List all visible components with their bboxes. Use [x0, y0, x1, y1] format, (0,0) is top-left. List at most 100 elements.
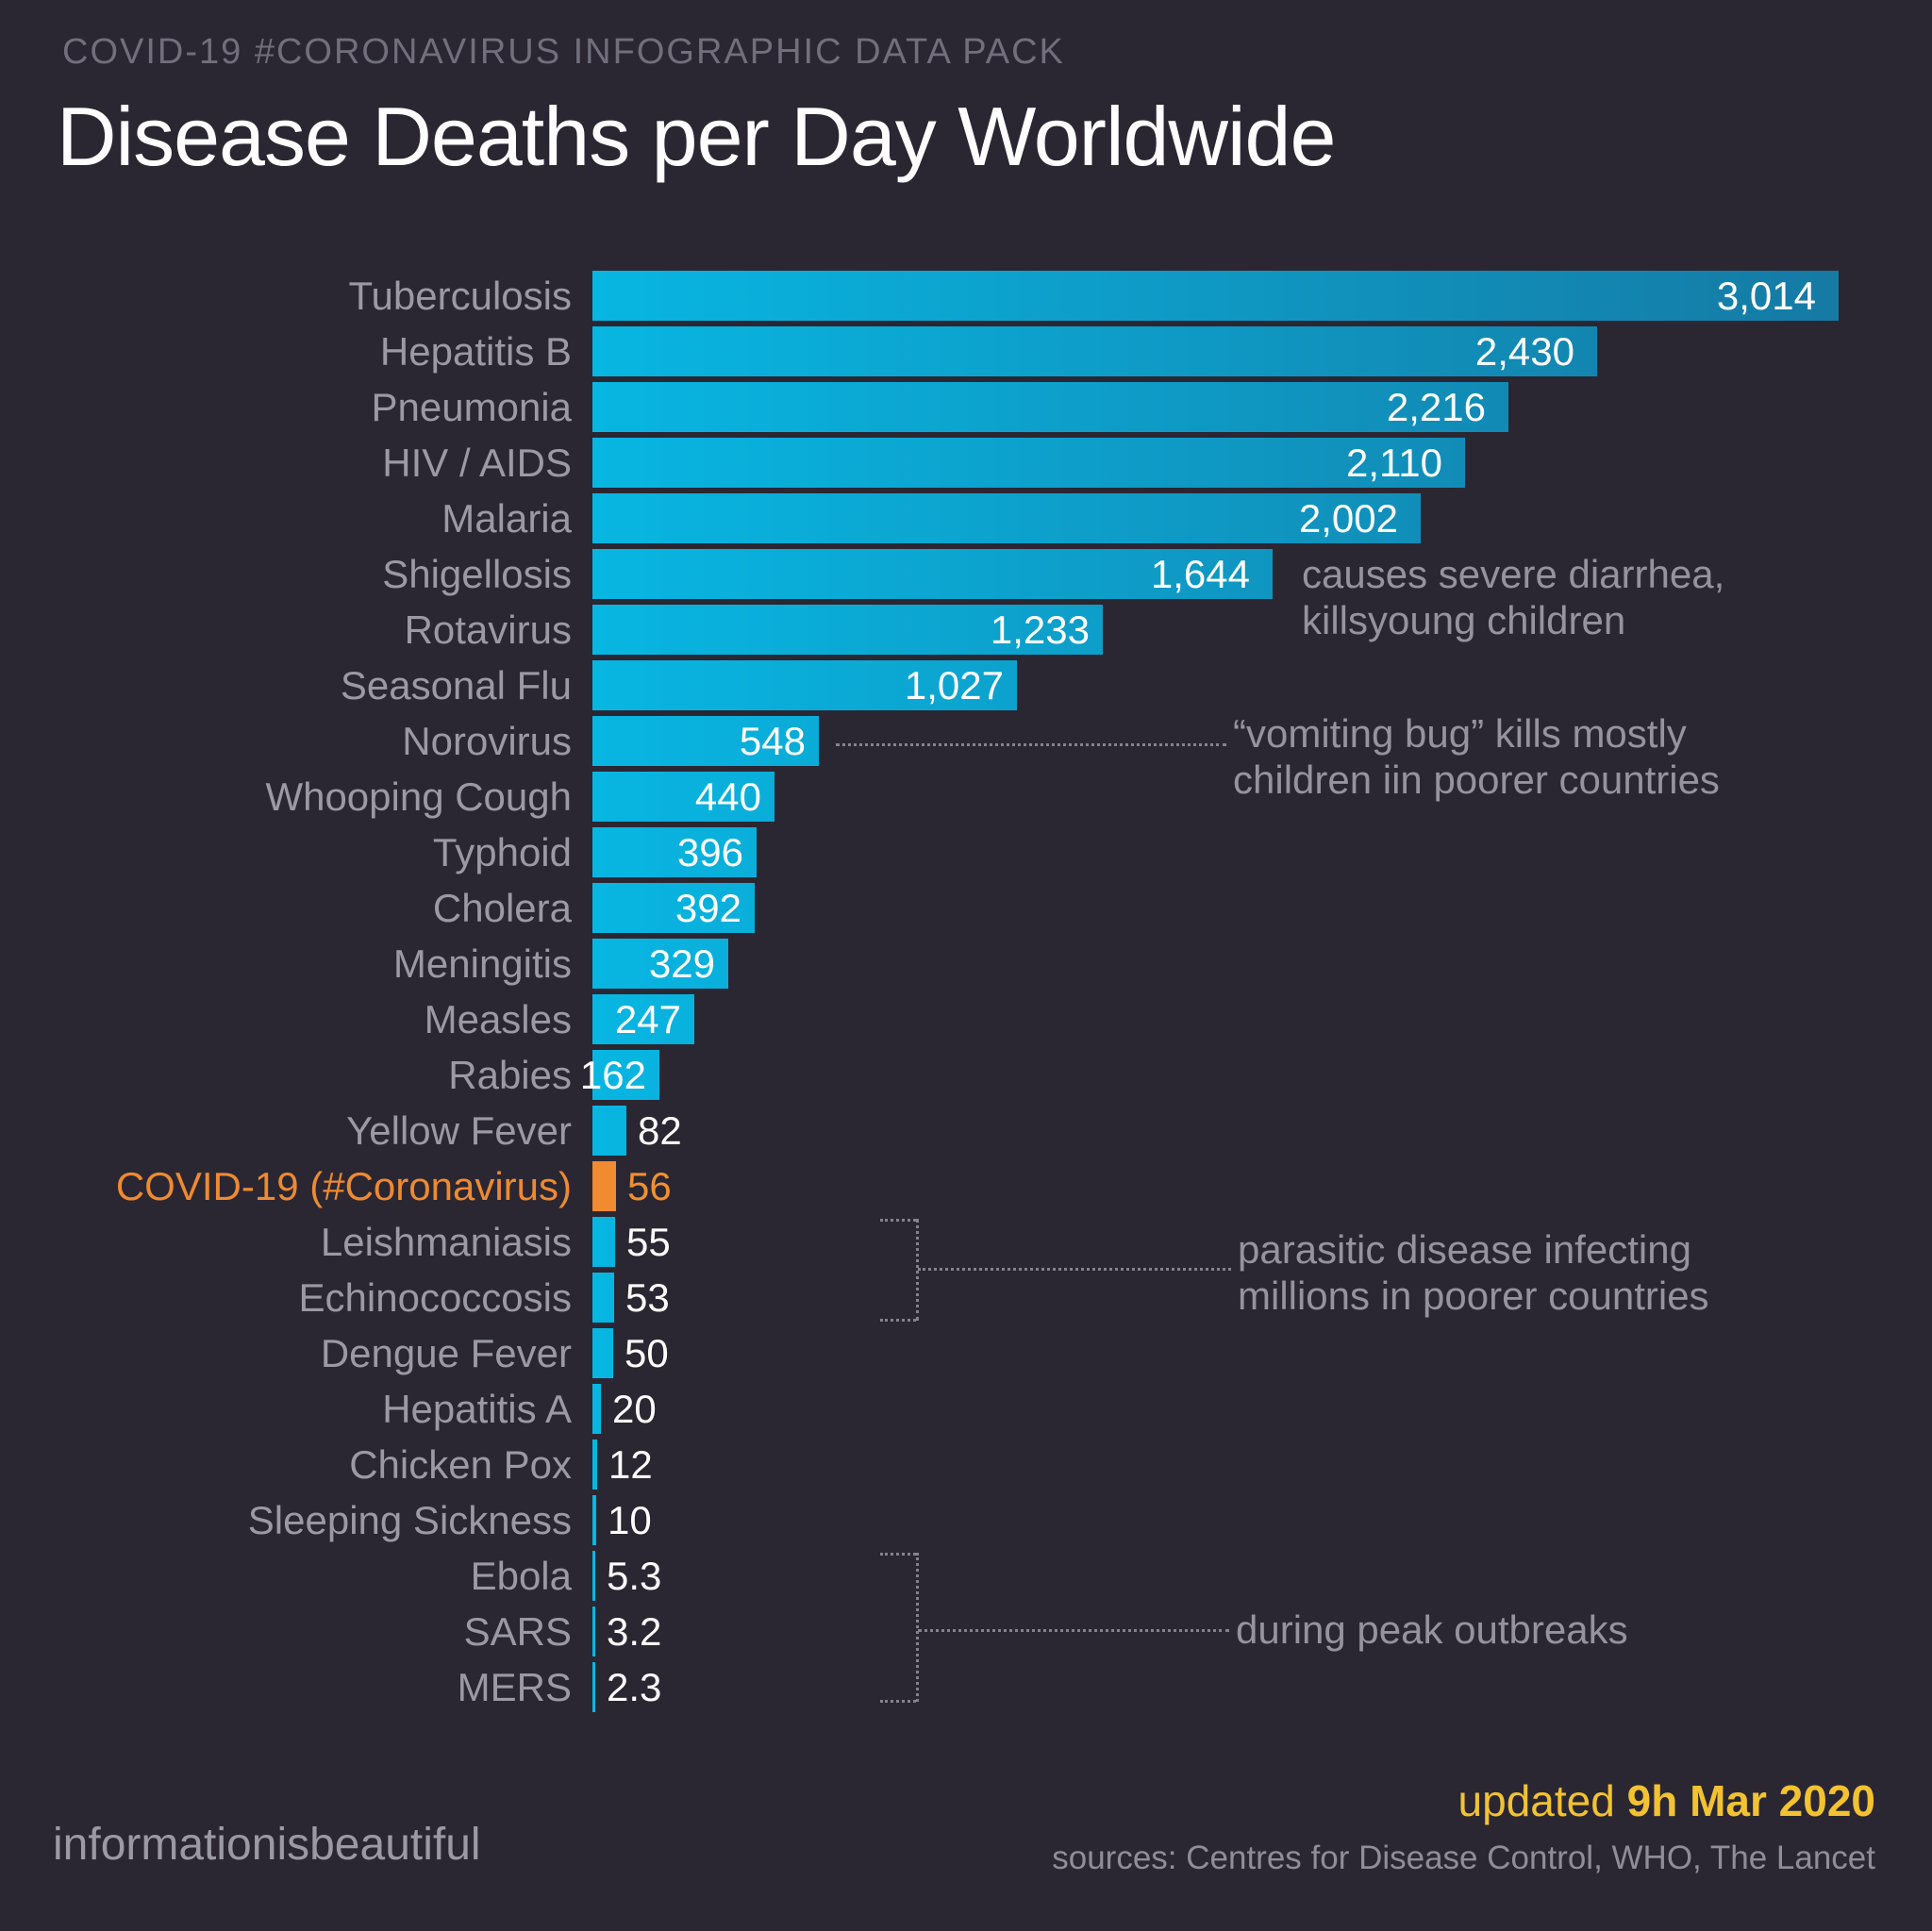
bar-value: 2,216	[1386, 384, 1486, 429]
bar-value: 56	[627, 1163, 672, 1208]
bar-value: 1,233	[990, 607, 1090, 652]
chart-row-seasonal-flu: Seasonal Flu 1,027	[0, 660, 1932, 710]
annotation-line: killsyoung children	[1302, 598, 1626, 642]
row-label: SARS	[463, 1608, 572, 1654]
bar	[592, 939, 728, 989]
parasitic-bracket-vline	[916, 1219, 919, 1321]
chart-row-sars: SARS 3.2	[0, 1606, 1932, 1656]
bar	[592, 326, 1597, 376]
bar-value: 5.3	[607, 1553, 662, 1598]
chart-row-covid-19-coronavirus: COVID-19 (#Coronavirus) 56	[0, 1161, 1932, 1211]
bar	[592, 994, 694, 1044]
bar	[592, 493, 1421, 543]
brand-logo-text: informationisbeautiful	[53, 1820, 481, 1870]
annotation-line: millions in poorer countries	[1238, 1273, 1709, 1318]
chart-row-rotavirus: Rotavirus 1,233	[0, 605, 1932, 655]
bar	[592, 716, 819, 766]
chart-row-pneumonia: Pneumonia 2,216	[0, 382, 1932, 432]
bar-value: 392	[675, 885, 741, 930]
chart-row-tuberculosis: Tuberculosis 3,014	[0, 271, 1932, 321]
row-label: Pneumonia	[371, 384, 572, 429]
bar	[592, 660, 1017, 710]
row-label: Leishmaniasis	[320, 1219, 572, 1264]
updated-prefix: updated	[1457, 1776, 1627, 1825]
bar-value: 20	[612, 1386, 657, 1431]
bar-value: 1,644	[1150, 551, 1250, 596]
row-label: COVID-19 (#Coronavirus)	[115, 1163, 572, 1208]
row-label: Typhoid	[432, 829, 572, 874]
row-label: MERS	[457, 1664, 572, 1709]
chart-row-mers: MERS 2.3	[0, 1662, 1932, 1712]
row-label: HIV / AIDS	[382, 440, 572, 485]
bar	[592, 827, 757, 877]
row-label: Ebola	[470, 1553, 572, 1598]
bar	[592, 1106, 626, 1156]
bar	[592, 1495, 596, 1545]
chart-row-rabies: Rabies 162	[0, 1050, 1932, 1100]
chart-row-hepatitis-b: Hepatitis B 2,430	[0, 326, 1932, 376]
chart-row-hiv-aids: HIV / AIDS 2,110	[0, 438, 1932, 488]
bar	[592, 382, 1508, 432]
bar-value: 53	[625, 1274, 670, 1320]
bar	[592, 549, 1273, 599]
row-label: Cholera	[432, 885, 572, 930]
chart-row-sleeping-sickness: Sleeping Sickness 10	[0, 1495, 1932, 1545]
bar	[592, 1384, 601, 1434]
chart-row-leishmaniasis: Leishmaniasis 55	[0, 1217, 1932, 1267]
parasitic-bracket-tick-top	[880, 1219, 916, 1222]
bar-value: 2,002	[1298, 495, 1398, 541]
bar	[592, 1440, 597, 1490]
bar-value: 1,027	[904, 662, 1004, 707]
bar	[592, 1606, 595, 1656]
chart-row-norovirus: Norovirus 548	[0, 716, 1932, 766]
parasitic-bracket-tick-bottom	[880, 1319, 916, 1322]
bar-value: 2,430	[1474, 328, 1574, 374]
updated-value: 9h Mar 2020	[1626, 1776, 1875, 1825]
bar-value: 396	[676, 829, 743, 874]
bar	[592, 1050, 659, 1100]
bar	[592, 1551, 595, 1601]
bar	[592, 883, 755, 933]
bar-value: 55	[626, 1219, 671, 1264]
row-label: Yellow Fever	[346, 1107, 572, 1153]
bar-value: 329	[648, 941, 715, 986]
chart-row-malaria: Malaria 2,002	[0, 493, 1932, 543]
chart-row-meningitis: Meningitis 329	[0, 939, 1932, 989]
bar-value: 12	[608, 1441, 653, 1487]
row-label: Echinococcosis	[298, 1274, 572, 1320]
updated-date: updated 9h Mar 2020	[1458, 1775, 1875, 1826]
row-label: Seasonal Flu	[340, 662, 572, 707]
bar-value: 247	[614, 996, 681, 1041]
bar	[592, 772, 774, 822]
row-label: Whooping Cough	[265, 774, 572, 819]
row-label: Rotavirus	[404, 607, 572, 652]
row-label: Hepatitis B	[379, 328, 572, 374]
bar	[592, 605, 1103, 655]
row-label: Chicken Pox	[349, 1441, 572, 1487]
bar	[592, 1328, 613, 1378]
bar-value: 10	[608, 1497, 652, 1542]
parasitic-bracket-connector	[918, 1268, 1231, 1271]
chart-row-whooping-cough: Whooping Cough 440	[0, 772, 1932, 822]
bar	[592, 1273, 614, 1323]
bar-value: 2,110	[1346, 440, 1442, 485]
chart-row-yellow-fever: Yellow Fever 82	[0, 1106, 1932, 1156]
bar	[592, 1161, 616, 1211]
chart-row-measles: Measles 247	[0, 994, 1932, 1044]
bar-value: 2.3	[607, 1664, 662, 1709]
peak-bracket-connector	[918, 1629, 1229, 1632]
bar-value: 50	[625, 1330, 669, 1375]
row-label: Meningitis	[392, 941, 572, 986]
bar	[592, 271, 1839, 321]
row-label: Rabies	[448, 1052, 572, 1097]
annotation-line: parasitic disease infecting	[1238, 1227, 1691, 1272]
bar	[592, 1662, 595, 1712]
row-label: Norovirus	[402, 718, 572, 763]
annotation-parasitic: parasitic disease infecting millions in …	[1238, 1226, 1709, 1319]
chart-row-shigellosis: Shigellosis 1,644	[0, 549, 1932, 599]
chart-row-typhoid: Typhoid 396	[0, 827, 1932, 877]
row-label: Dengue Fever	[320, 1330, 572, 1375]
row-label: Sleeping Sickness	[247, 1497, 572, 1542]
kicker-strapline: COVID-19 #CORONAVIRUS INFOGRAPHIC DATA P…	[62, 32, 1065, 72]
